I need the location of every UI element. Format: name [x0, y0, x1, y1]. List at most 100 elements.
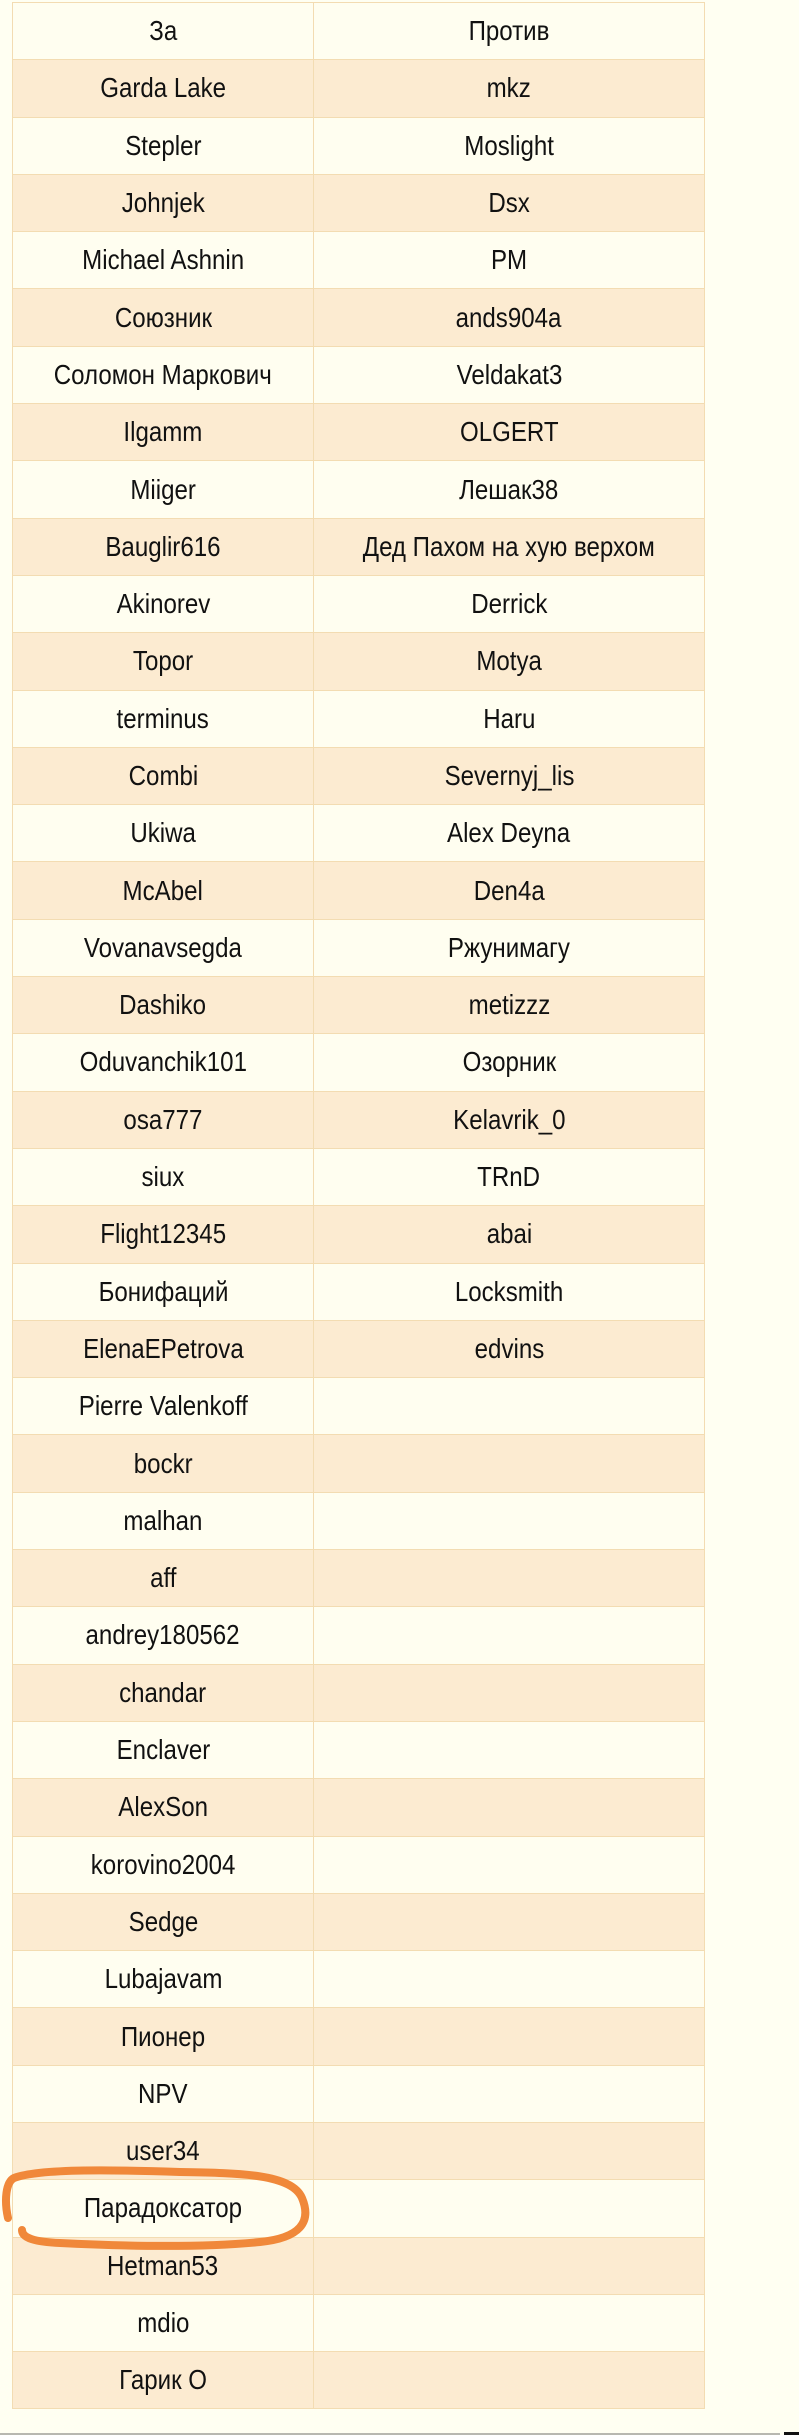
cell-for: chandar	[12, 1663, 314, 1722]
cell-for: Flight12345	[12, 1205, 314, 1264]
cell-for: malhan	[12, 1491, 314, 1551]
username-for: Flight12345	[100, 1218, 226, 1250]
cell-against	[313, 2007, 705, 2066]
cell-against	[313, 2064, 705, 2123]
cell-for: ElenaEPetrova	[12, 1319, 314, 1379]
table-row: Johnjek Dsx	[12, 173, 705, 233]
cell-against	[313, 1663, 705, 1722]
cell-for: bockr	[12, 1434, 314, 1493]
table-row: Соломон Маркович Veldakat3	[12, 345, 705, 405]
username-for: Vovanavsegda	[84, 931, 242, 963]
username-for: korovino2004	[90, 1848, 236, 1880]
cell-for: Topor	[12, 632, 314, 691]
cell-for: AlexSon	[12, 1778, 314, 1837]
table-row: Michael Ashnin PM	[12, 231, 705, 290]
table-row: Combi Severnyj_lis	[12, 746, 705, 806]
username-for: Dashiko	[119, 989, 207, 1021]
username-for: Hetman53	[107, 2249, 219, 2281]
cell-for: terminus	[12, 689, 314, 748]
username-against: Locksmith	[454, 1275, 564, 1307]
table-row: Dashiko metizzz	[12, 976, 705, 1035]
cell-for: Пионер	[12, 2007, 314, 2066]
username-for: NPV	[138, 2077, 188, 2109]
username-against: TRnD	[477, 1161, 541, 1193]
cell-against: PM	[313, 231, 705, 290]
cell-against: Ржунимагу	[313, 918, 705, 978]
cell-for: Lubajavam	[12, 1950, 314, 2009]
header-against: Против	[313, 1, 705, 61]
username-for: Miiger	[130, 473, 196, 505]
cell-for: Sedge	[12, 1892, 314, 1952]
table-row: siux TRnD	[12, 1147, 705, 1207]
cell-for: Парадоксатор	[12, 2179, 314, 2238]
username-against: Лешак38	[459, 473, 559, 505]
table-row: Enclaver	[12, 1720, 705, 1780]
username-for: user34	[126, 2135, 200, 2167]
cell-for: Bauglir616	[12, 517, 314, 576]
cell-against	[313, 1950, 705, 2009]
cell-against: edvins	[313, 1319, 705, 1379]
cell-against: Kelavrik_0	[313, 1090, 705, 1149]
table-row: Бонифаций Locksmith	[12, 1262, 705, 1321]
table-row: Vovanavsegda Ржунимагу	[12, 918, 705, 978]
username-for: McAbel	[122, 874, 204, 906]
table-row: Гарик О	[12, 2351, 705, 2410]
cell-for: Combi	[12, 746, 314, 806]
table-row: NPV	[12, 2064, 705, 2123]
table-row: Ukiwa Alex Deyna	[12, 804, 705, 863]
table-row: terminus Haru	[12, 689, 705, 748]
username-against: ands904a	[456, 301, 562, 333]
username-against: abai	[486, 1218, 532, 1250]
username-for: Enclaver	[116, 1734, 210, 1766]
table-row: Flight12345 abai	[12, 1205, 705, 1264]
corner-mark	[784, 2432, 799, 2435]
cell-against: Motya	[313, 632, 705, 691]
cell-for: Akinorev	[12, 574, 314, 634]
cell-against: Locksmith	[313, 1262, 705, 1321]
username-for: Pierre Valenkoff	[78, 1390, 248, 1422]
cell-against	[313, 1491, 705, 1551]
username-against: Kelavrik_0	[452, 1103, 566, 1135]
cell-for: Oduvanchik101	[12, 1033, 314, 1092]
username-against: Motya	[476, 645, 542, 677]
cell-against: Дед Пахом на хую верхом	[313, 517, 705, 576]
username-against: Haru	[482, 702, 536, 734]
username-for: osa777	[123, 1103, 203, 1135]
cell-against	[313, 2121, 705, 2181]
cell-for: Garda Lake	[12, 59, 314, 118]
cell-against: Moslight	[313, 116, 705, 175]
username-against: Озорник	[462, 1046, 556, 1078]
username-for: Lubajavam	[104, 1963, 222, 1995]
username-for: Oduvanchik101	[79, 1046, 247, 1078]
cell-against	[313, 1835, 705, 1894]
cell-against	[313, 1892, 705, 1952]
table-row: Miiger Лешак38	[12, 460, 705, 519]
table-header-row: За Против	[12, 1, 705, 61]
username-for: chandar	[119, 1676, 207, 1708]
cell-against	[313, 1434, 705, 1493]
username-against: Дед Пахом на хую верхом	[363, 530, 655, 562]
cell-against: Dsx	[313, 173, 705, 233]
cell-against: Озорник	[313, 1033, 705, 1092]
cell-for: Бонифаций	[12, 1262, 314, 1321]
cell-for: osa777	[12, 1090, 314, 1149]
header-against-label: Против	[468, 15, 550, 47]
username-for: ElenaEPetrova	[82, 1332, 244, 1364]
table-row: Hetman53	[12, 2236, 705, 2295]
cell-against: Лешак38	[313, 460, 705, 519]
cell-against: Derrick	[313, 574, 705, 634]
cell-for: Соломон Маркович	[12, 345, 314, 405]
cell-against	[313, 2293, 705, 2353]
username-for: Sedge	[128, 1905, 198, 1937]
table-row: Ilgamm OLGERT	[12, 403, 705, 462]
table-row: ElenaEPetrova edvins	[12, 1319, 705, 1379]
table-row: Bauglir616 Дед Пахом на хую верхом	[12, 517, 705, 576]
cell-against: metizzz	[313, 976, 705, 1035]
cell-for: Гарик О	[12, 2351, 314, 2410]
username-for: Ukiwa	[130, 817, 196, 849]
cell-for: McAbel	[12, 861, 314, 920]
username-for: aff	[149, 1562, 177, 1594]
username-against: Derrick	[470, 588, 548, 620]
username-for: Combi	[128, 760, 198, 791]
username-against: Ржунимагу	[447, 931, 570, 963]
